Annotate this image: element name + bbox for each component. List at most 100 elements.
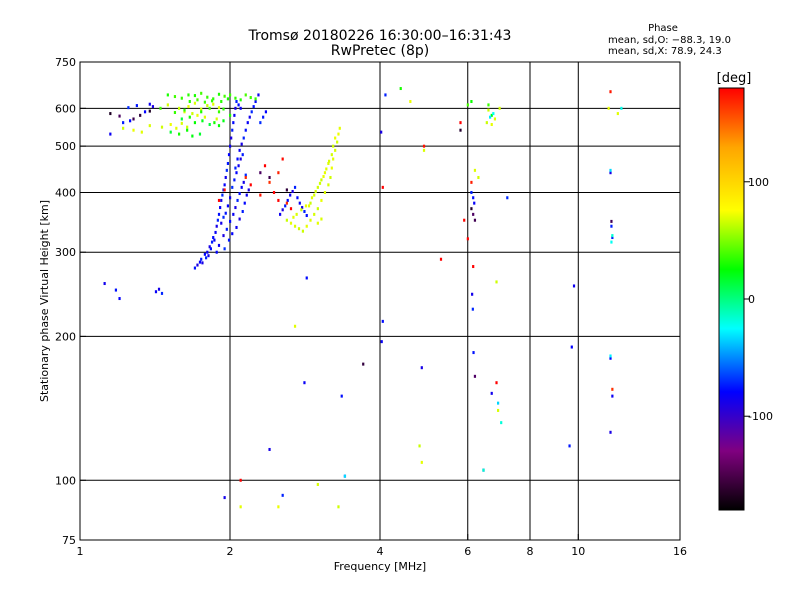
data-point: [305, 214, 308, 218]
data-point: [215, 224, 218, 228]
data-point: [327, 159, 331, 163]
data-point: [268, 175, 271, 179]
data-point: [235, 100, 238, 104]
data-point: [217, 198, 221, 202]
data-point: [340, 394, 343, 398]
data-point: [246, 121, 249, 125]
data-point: [238, 148, 241, 152]
data-point: [268, 447, 271, 451]
data-point: [217, 106, 221, 110]
colorbar-tick-label: -100: [748, 410, 773, 423]
data-point: [187, 105, 190, 109]
data-point: [320, 198, 323, 202]
data-point: [235, 171, 238, 175]
data-point: [296, 196, 299, 200]
data-point: [212, 102, 215, 106]
data-point: [188, 115, 191, 119]
data-point: [254, 100, 257, 104]
data-point: [160, 125, 164, 129]
data-point: [384, 93, 387, 97]
data-point: [316, 207, 319, 211]
data-point: [420, 460, 423, 464]
data-point: [305, 224, 308, 228]
data-point: [227, 238, 231, 242]
data-point: [247, 188, 250, 192]
y-tick-label: 200: [55, 330, 76, 343]
data-point: [227, 153, 231, 157]
data-point: [169, 123, 172, 127]
data-point: [611, 387, 614, 391]
data-point: [180, 96, 183, 100]
data-point: [336, 140, 339, 144]
data-point: [132, 117, 135, 121]
data-point: [301, 206, 304, 210]
data-point: [169, 130, 172, 134]
data-point: [244, 175, 247, 179]
x-tick-label: 6: [464, 545, 471, 558]
data-point: [305, 276, 308, 280]
data-point: [485, 121, 488, 125]
data-point: [495, 381, 498, 385]
data-point: [248, 115, 251, 119]
data-point: [235, 225, 238, 229]
data-point: [229, 196, 232, 200]
data-point: [151, 105, 155, 109]
data-point: [281, 208, 284, 212]
data-point: [473, 201, 476, 205]
colorbar-label: [deg]: [717, 71, 752, 86]
data-point: [233, 178, 236, 182]
x-tick-label: 16: [673, 545, 687, 558]
data-point: [281, 493, 284, 497]
data-point: [293, 224, 297, 228]
data-point: [313, 212, 316, 216]
data-point: [239, 478, 242, 482]
data-point: [215, 250, 218, 254]
data-point: [304, 204, 308, 208]
data-point: [193, 266, 197, 270]
data-point: [230, 136, 233, 140]
y-tick-label: 500: [55, 140, 76, 153]
data-point: [231, 185, 234, 189]
data-point: [241, 210, 244, 214]
data-point: [208, 245, 211, 249]
data-point: [213, 238, 216, 242]
data-point: [200, 107, 203, 111]
data-point: [316, 482, 319, 486]
data-point: [506, 196, 509, 200]
y-axis-ticks: 75 100 200 300 400 500 600 750: [55, 56, 86, 547]
data-point: [200, 110, 203, 114]
data-point: [224, 175, 227, 179]
data-point: [217, 243, 221, 247]
data-point: [609, 168, 612, 172]
data-point: [490, 123, 493, 127]
x-tick-label: 10: [571, 545, 585, 558]
data-point: [187, 93, 190, 97]
data-point: [318, 181, 322, 185]
data-point: [118, 114, 121, 118]
data-point: [219, 206, 222, 210]
grid: [80, 62, 680, 540]
data-point: [334, 148, 337, 152]
data-point: [472, 212, 475, 216]
x-axis-ticks: 1 2 4 6 8 10 16: [77, 534, 687, 558]
data-point: [225, 227, 228, 231]
data-point: [180, 117, 183, 121]
data-point: [473, 374, 477, 378]
data-point: [234, 106, 237, 110]
data-point: [216, 218, 219, 222]
data-point: [309, 218, 312, 222]
x-tick-label: 8: [527, 545, 534, 558]
data-point: [244, 128, 247, 132]
data-point: [473, 168, 477, 172]
data-point: [210, 99, 214, 103]
data-point: [229, 219, 232, 223]
data-point: [459, 128, 462, 132]
data-point: [166, 93, 169, 97]
data-point: [129, 119, 132, 123]
data-point: [191, 112, 194, 116]
data-point: [362, 362, 365, 366]
data-point: [196, 98, 199, 102]
data-point: [418, 444, 421, 448]
data-point: [568, 444, 571, 448]
data-point: [177, 132, 181, 136]
